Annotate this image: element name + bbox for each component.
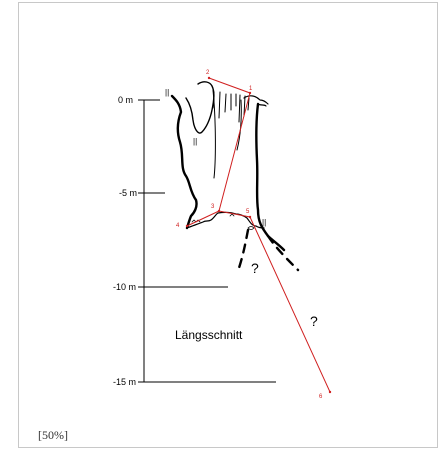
station-point-2 — [208, 77, 210, 79]
upper-left-lip — [186, 82, 214, 133]
station-point-1 — [249, 92, 251, 94]
station-label-3: 3 — [211, 204, 215, 210]
unknown-marker-upper: ? — [251, 260, 259, 276]
unknown-marker-lower: ? — [310, 313, 318, 329]
scale-caption: [50%] — [38, 428, 68, 443]
survey-line: 1 2 3 4 5 6 — [176, 70, 331, 400]
station-label-5: 5 — [246, 209, 250, 215]
station-point-4 — [186, 225, 188, 227]
section-label: Längsschnitt — [175, 328, 243, 342]
wall-marker-top: || — [165, 88, 169, 97]
depth-label-5m: -5 m — [119, 188, 137, 198]
survey-polyline — [187, 78, 330, 392]
dashed-continuation-left — [239, 230, 248, 268]
depth-label-0m: 0 m — [118, 95, 133, 105]
depth-label-15m: -15 m — [113, 377, 136, 387]
station-label-2: 2 — [206, 70, 210, 76]
station-point-5 — [249, 216, 251, 218]
dashed-continuation-right — [268, 236, 298, 270]
wall-marker-right: || — [262, 218, 266, 227]
inner-column — [213, 90, 241, 178]
station-label-1: 1 — [249, 86, 253, 92]
station-point-6 — [329, 391, 331, 393]
station-point-3 — [218, 210, 220, 212]
wall-marker-middle: || — [193, 137, 197, 146]
station-label-4: 4 — [176, 223, 180, 229]
cave-walls — [172, 82, 298, 270]
depth-label-10m: -10 m — [113, 282, 136, 292]
station-label-6: 6 — [319, 394, 323, 400]
